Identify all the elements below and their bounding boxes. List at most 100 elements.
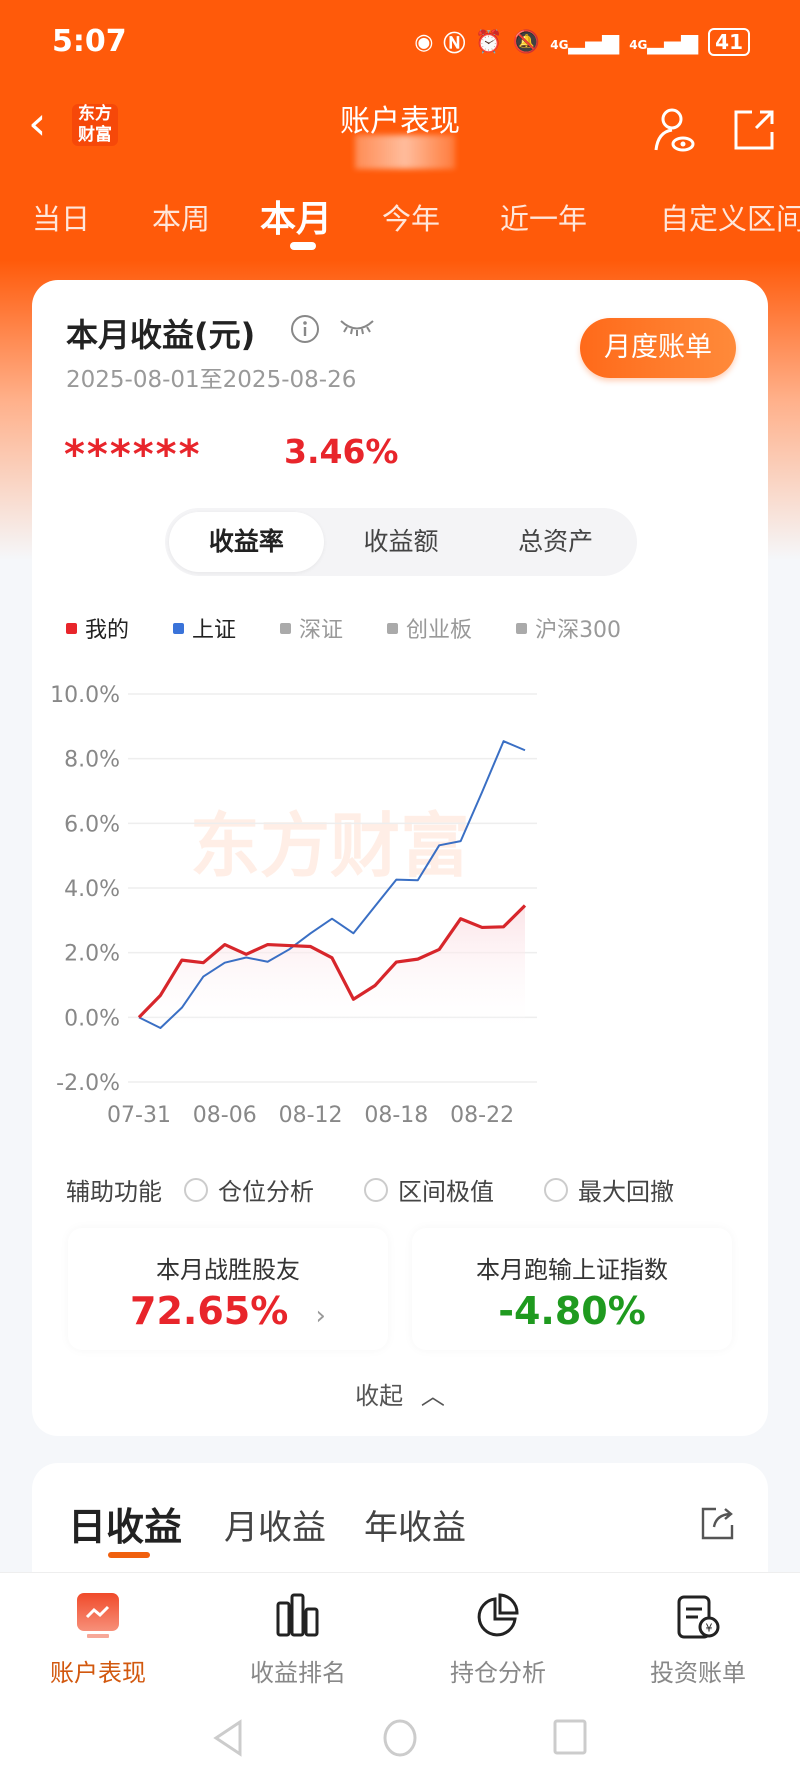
return-percent: 3.46% (284, 432, 399, 471)
radio-circle (544, 1177, 568, 1202)
radio-circle (184, 1177, 208, 1202)
nav-investment-bill[interactable]: ¥ 投资账单 (628, 1593, 768, 1688)
battery-icon: 41 (708, 28, 750, 56)
vs-shanghai-stat: 本月跑输上证指数 -4.80% (412, 1228, 732, 1350)
legend-label: 创业板 (406, 618, 473, 643)
date-range: 2025-08-01至2025-08-26 (66, 367, 357, 393)
tab-custom[interactable]: 自定义区间 (660, 202, 800, 236)
radio-max-drawdown[interactable]: 最大回撤 (544, 1172, 674, 1207)
chevron-up-icon: ︿ (420, 1382, 445, 1410)
share-icon[interactable] (730, 106, 778, 154)
bottom-nav: 账户表现 收益排名 持仓分析 ¥ 投资账单 (0, 1572, 800, 1780)
nav-label: 投资账单 (650, 1659, 746, 1687)
area-fill-mine (139, 905, 525, 1038)
tab-today[interactable]: 当日 (32, 202, 91, 236)
tab-daily-income[interactable]: 日收益 (68, 1505, 183, 1549)
nfc-icon: Ⓝ (443, 32, 466, 57)
legend-csi300[interactable]: 沪深300 (516, 612, 621, 644)
segment-total-assets[interactable]: 总资产 (518, 527, 594, 556)
legend-chinext[interactable]: 创业板 (387, 612, 472, 644)
return-chart: 东方财富 10.0% 8.0% 6.0% 4.0% 2.0% 0.0% -2.0% 07-31 0… (50, 683, 537, 1128)
x-tick-label: 08-22 (450, 1103, 514, 1128)
alarm-icon: ⏰ (475, 29, 503, 55)
legend-label: 深证 (299, 618, 344, 643)
legend-label: 沪深300 (535, 618, 622, 643)
tab-yearly-income[interactable]: 年收益 (364, 1508, 466, 1548)
account-name-redacted (355, 135, 455, 169)
legend-swatch (173, 622, 185, 634)
radio-label: 仓位分析 (218, 1178, 314, 1206)
trend-chart-icon (77, 1593, 119, 1638)
x-tick-label: 08-06 (193, 1103, 257, 1128)
export-icon[interactable] (700, 1505, 736, 1541)
stat-label: 本月跑输上证指数 (476, 1256, 668, 1284)
collapse-button[interactable]: 收起 ︿ (355, 1382, 445, 1410)
segment-return-amount[interactable]: 收益额 (363, 527, 439, 556)
status-time: 5:07 (52, 24, 127, 59)
tab-monthly-income[interactable]: 月收益 (224, 1508, 326, 1548)
eye-icon: ◉ (414, 29, 434, 55)
chart-legend: 我的 上证 深证 创业板 沪深300 (66, 612, 665, 644)
x-tick-label: 08-18 (364, 1103, 428, 1128)
tab-month[interactable]: 本月 (260, 199, 333, 240)
chevron-right-icon: › (315, 1301, 326, 1331)
radio-position-analysis[interactable]: 仓位分析 (184, 1172, 314, 1207)
nav-return-ranking[interactable]: 收益排名 (228, 1593, 368, 1688)
nav-label: 收益排名 (250, 1659, 346, 1687)
stat-label: 本月战胜股友 (156, 1256, 300, 1284)
app-logo[interactable]: 东方财富 (72, 104, 118, 146)
radio-range-extremes[interactable]: 区间极值 (364, 1172, 494, 1207)
radio-circle (364, 1177, 388, 1202)
tab-last-year[interactable]: 近一年 (500, 202, 588, 236)
legend-swatch (66, 622, 77, 634)
eye-closed-icon[interactable] (338, 316, 376, 340)
system-recents-icon[interactable] (552, 1718, 588, 1758)
x-tick-label: 08-12 (279, 1103, 343, 1128)
legend-mine[interactable]: 我的 (66, 612, 129, 644)
user-privacy-icon[interactable] (650, 106, 698, 154)
legend-shenzhen[interactable]: 深证 (280, 612, 343, 644)
y-tick-label: 6.0% (64, 812, 120, 837)
aux-label: 辅助功能 (66, 1178, 162, 1206)
bar-chart-icon (276, 1593, 319, 1637)
radio-label: 区间极值 (398, 1178, 494, 1206)
tab-year[interactable]: 今年 (382, 202, 441, 236)
summary-title: 本月收益(元) (66, 316, 256, 354)
y-tick-label: 0.0% (64, 1006, 120, 1031)
legend-shanghai[interactable]: 上证 (173, 612, 236, 644)
nav-holdings-analysis[interactable]: 持仓分析 (428, 1593, 568, 1688)
x-tick-label: 07-31 (107, 1103, 171, 1128)
aux-functions: 辅助功能 仓位分析 区间极值 最大回撤 (66, 1172, 674, 1207)
segment-return-rate[interactable]: 收益率 (169, 512, 324, 572)
nav-account-performance[interactable]: 账户表现 (28, 1593, 168, 1688)
legend-swatch (387, 622, 399, 634)
legend-label: 上证 (192, 618, 237, 643)
info-icon[interactable] (290, 314, 320, 344)
tab-week[interactable]: 本周 (152, 202, 211, 236)
pie-chart-icon (477, 1593, 519, 1637)
radio-label: 最大回撤 (578, 1178, 674, 1206)
legend-label: 我的 (85, 618, 130, 643)
back-button[interactable]: ‹ (28, 96, 47, 150)
nav-label: 账户表现 (50, 1659, 146, 1687)
y-tick-label: 10.0% (50, 683, 120, 708)
status-icons: ◉ Ⓝ ⏰ 🔕 4G▂▄▆ 4G▂▄▆ 41 (414, 26, 750, 58)
stat-value: 72.65% › (130, 1289, 326, 1333)
period-tabs: 当日 本周 本月 今年 近一年 自定义区间 (0, 196, 800, 256)
legend-swatch (516, 622, 528, 634)
legend-swatch (280, 622, 292, 634)
metric-segmented-control: 收益率 收益额 总资产 (165, 508, 637, 576)
y-tick-label: 8.0% (64, 748, 120, 773)
y-tick-label: 4.0% (64, 877, 120, 902)
monthly-bill-button[interactable]: 月度账单 (580, 318, 736, 378)
system-home-icon[interactable] (382, 1718, 418, 1758)
stat-value: -4.80% (498, 1289, 646, 1333)
page-title: 账户表现 (340, 104, 460, 139)
watermark-logo: 东方财富 (190, 805, 470, 887)
system-back-icon[interactable] (210, 1718, 246, 1758)
active-tab-indicator (290, 242, 316, 250)
signal-icon: 4G▂▄▆ (629, 29, 699, 55)
beat-peers-stat[interactable]: 本月战胜股友 72.65% › (68, 1228, 388, 1350)
income-tab-indicator (108, 1552, 150, 1558)
signal-icon: 4G▂▄▆ (550, 29, 620, 55)
